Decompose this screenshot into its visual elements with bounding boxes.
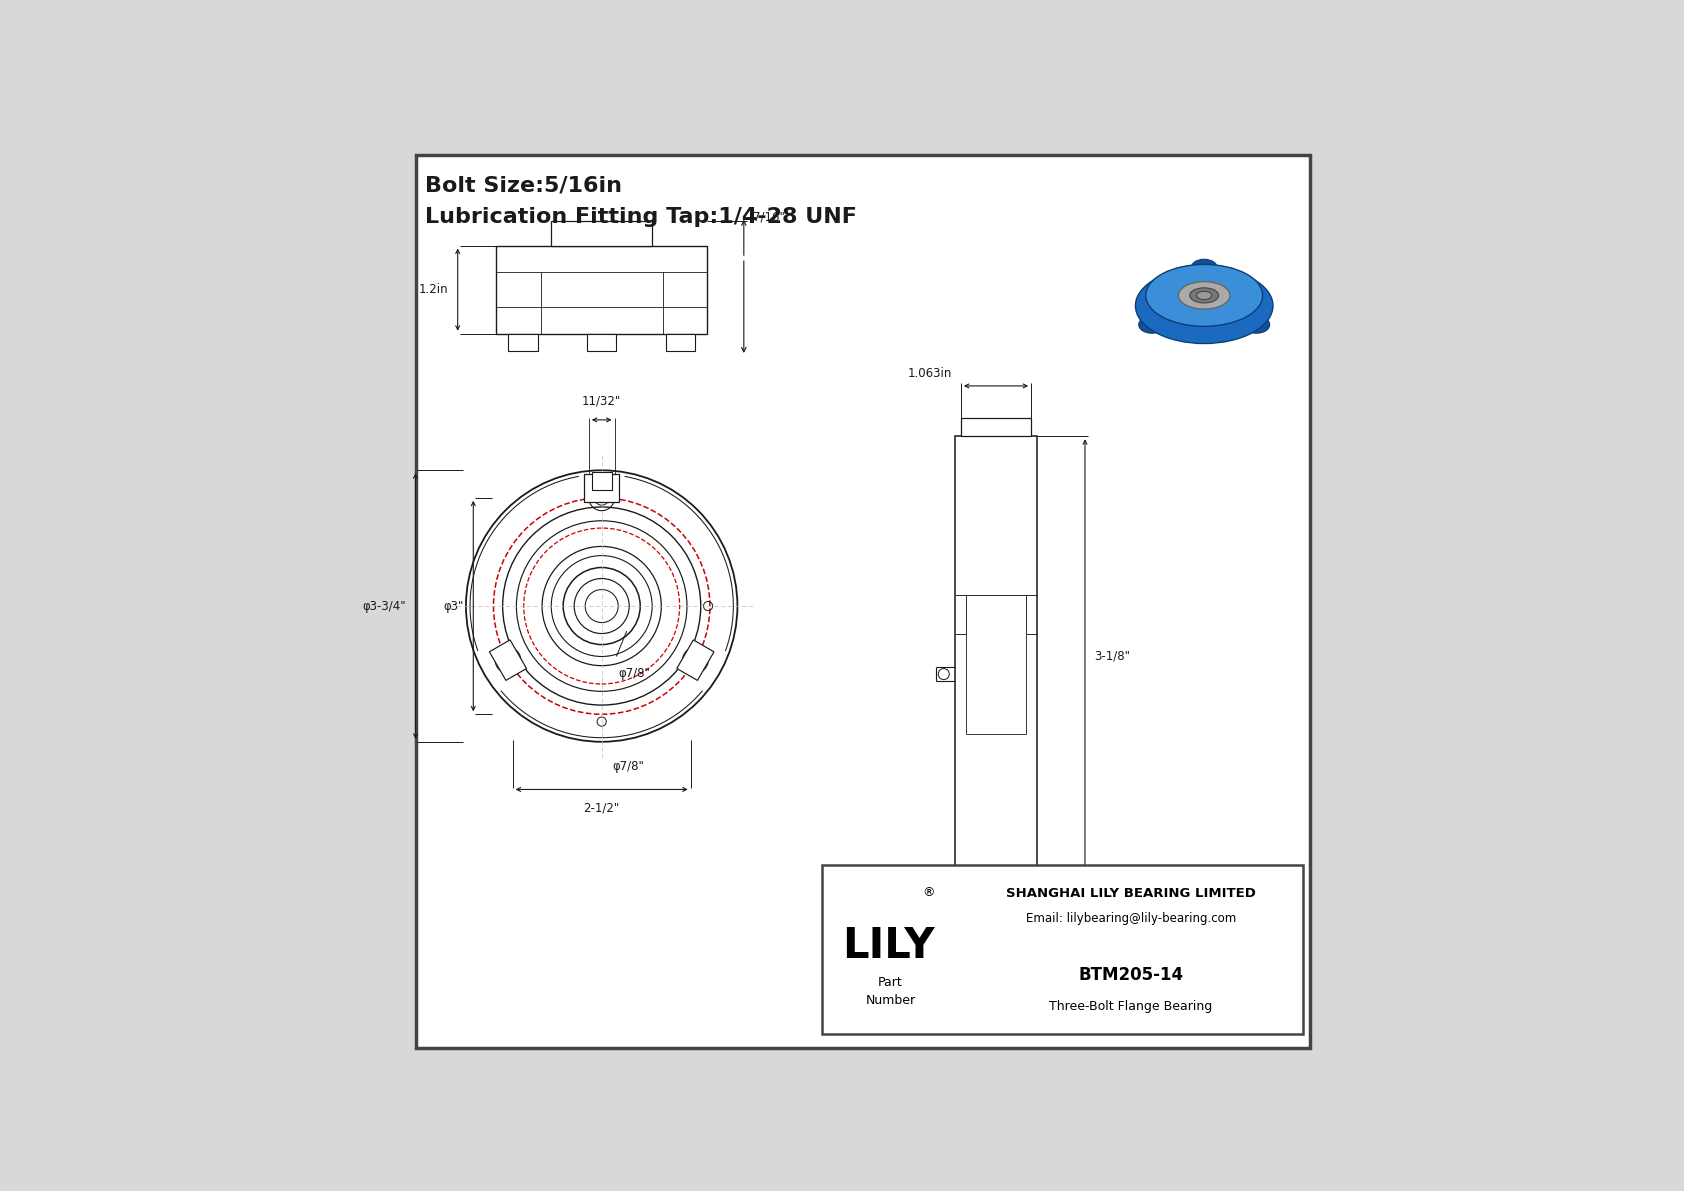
Text: 1.2in: 1.2in: [419, 283, 448, 297]
Polygon shape: [490, 640, 527, 680]
Ellipse shape: [1191, 260, 1218, 276]
Ellipse shape: [1243, 316, 1270, 333]
Text: LILY: LILY: [842, 925, 935, 967]
Ellipse shape: [1145, 264, 1263, 326]
Bar: [665, 333, 695, 351]
Text: Bolt Size:5/16in: Bolt Size:5/16in: [424, 175, 621, 195]
Text: 1.063in: 1.063in: [908, 368, 951, 380]
Text: 3-1/8": 3-1/8": [1095, 650, 1130, 663]
Bar: [584, 474, 620, 501]
Text: ®: ®: [923, 886, 935, 899]
Text: 7/16": 7/16": [753, 211, 785, 224]
Ellipse shape: [1138, 316, 1165, 333]
Bar: [822, 865, 1303, 1034]
Text: φ7/8": φ7/8": [613, 760, 645, 773]
Text: Lubrication Fitting Tap:1/4-28 UNF: Lubrication Fitting Tap:1/4-28 UNF: [424, 207, 857, 227]
Polygon shape: [677, 640, 714, 680]
Text: Part
Number: Part Number: [866, 977, 916, 1008]
Text: SHANGHAI LILY BEARING LIMITED: SHANGHAI LILY BEARING LIMITED: [1005, 887, 1256, 900]
Bar: [962, 418, 1031, 436]
Ellipse shape: [1179, 281, 1229, 310]
Text: 25/32": 25/32": [1095, 883, 1133, 896]
Text: 11/32": 11/32": [583, 395, 621, 409]
Text: φ7/8": φ7/8": [618, 667, 650, 680]
Text: φ3": φ3": [445, 599, 465, 612]
Text: Three-Bolt Flange Bearing: Three-Bolt Flange Bearing: [1049, 1000, 1212, 1014]
Text: Email: lilybearing@lily-bearing.com: Email: lilybearing@lily-bearing.com: [1026, 912, 1236, 925]
Bar: [497, 245, 707, 333]
Bar: [591, 473, 611, 490]
Bar: [588, 333, 616, 351]
Ellipse shape: [1135, 268, 1273, 343]
Text: BTM205-14: BTM205-14: [1078, 966, 1184, 985]
Bar: [551, 222, 652, 245]
Bar: [955, 436, 1037, 877]
Bar: [509, 333, 537, 351]
Text: 2-1/2": 2-1/2": [584, 802, 620, 815]
Ellipse shape: [1197, 292, 1212, 299]
Ellipse shape: [1191, 288, 1219, 303]
Text: φ3-3/4": φ3-3/4": [362, 599, 406, 612]
